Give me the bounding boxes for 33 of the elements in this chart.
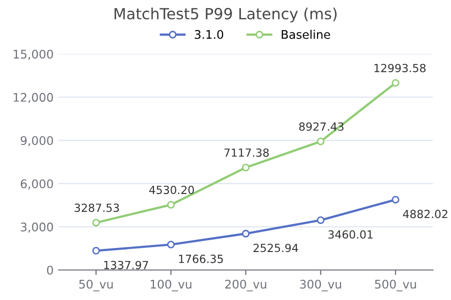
- point: [392, 196, 400, 204]
- data-label: 1337.97: [104, 260, 148, 270]
- point: [316, 216, 324, 224]
- y-tick-label: 12,000: [14, 92, 53, 104]
- data-label: 12993.58: [374, 64, 426, 72]
- y-tick-label: 15,000: [14, 50, 53, 60]
- point: [392, 79, 400, 87]
- legend-label: Baseline: [282, 30, 330, 39]
- point: [242, 230, 250, 238]
- y-tick-label: 3,000: [20, 222, 53, 233]
- x-tick-label: 50_vu: [79, 280, 113, 292]
- legend-label: 3.1.0: [194, 30, 224, 39]
- data-label: 1766.35: [179, 254, 223, 264]
- point: [242, 164, 250, 172]
- data-label: 3287.53: [74, 204, 119, 212]
- x-tick-label: 500_vu: [374, 280, 416, 292]
- data-label: 4530.20: [149, 186, 194, 194]
- chart-title: MatchTest5 P99 Latency (ms): [114, 8, 337, 22]
- x-tick-label: 100_vu: [150, 280, 192, 292]
- data-label: 7117.38: [224, 148, 269, 157]
- data-label: 2525.94: [254, 244, 298, 252]
- y-tick-label: 9,000: [20, 136, 53, 146]
- data-label: 3460.01: [328, 230, 373, 239]
- x-tick-label: 300_vu: [300, 280, 342, 292]
- y-tick-label: 6,000: [20, 179, 53, 190]
- data-label: 4882.02: [403, 210, 448, 218]
- y-tick-label: 0: [47, 266, 53, 275]
- x-tick-label: 200_vu: [225, 280, 266, 292]
- point: [92, 218, 100, 226]
- point: [316, 138, 324, 146]
- point: [92, 246, 100, 255]
- point: [167, 200, 175, 209]
- point: [167, 240, 175, 248]
